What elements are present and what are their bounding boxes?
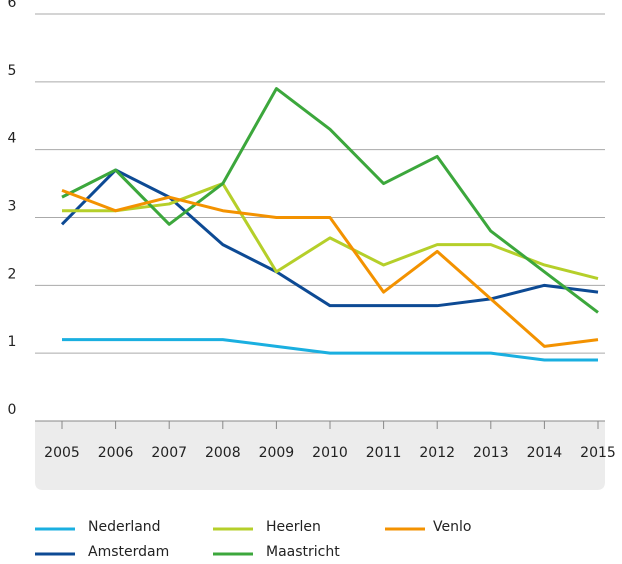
- x-tick-label: 2015: [580, 445, 616, 461]
- series-line: [60, 168, 599, 308]
- y-tick-label: 4: [8, 131, 17, 147]
- y-tick-label: 2: [8, 266, 17, 282]
- x-tick-label: 2013: [473, 445, 509, 461]
- x-tick-label: 2011: [366, 445, 402, 461]
- legend-label: Maastricht: [266, 544, 340, 560]
- y-tick-label: 3: [8, 199, 17, 215]
- series-line: [61, 87, 599, 314]
- x-tick-label: 2007: [151, 445, 187, 461]
- x-tick-label: 2014: [527, 445, 563, 461]
- x-tick-label: 2010: [312, 445, 348, 461]
- x-tick-label: 2012: [419, 445, 455, 461]
- y-tick-label: 0: [8, 402, 17, 418]
- legend-label: Venlo: [433, 519, 471, 535]
- legend-label: Amsterdam: [88, 544, 169, 560]
- series-line: [61, 188, 599, 348]
- y-tick-label: 6: [8, 0, 17, 11]
- legend-label: Nederland: [88, 519, 161, 535]
- x-tick-label: 2005: [44, 445, 80, 461]
- x-tick-label: 2008: [205, 445, 241, 461]
- legend-label: Heerlen: [266, 519, 321, 535]
- y-tick-label: 5: [8, 63, 17, 79]
- series-line: [62, 338, 598, 362]
- x-axis-band: [35, 421, 605, 490]
- x-tick-label: 2009: [259, 445, 295, 461]
- x-tick-label: 2006: [98, 445, 134, 461]
- y-tick-label: 1: [8, 334, 17, 350]
